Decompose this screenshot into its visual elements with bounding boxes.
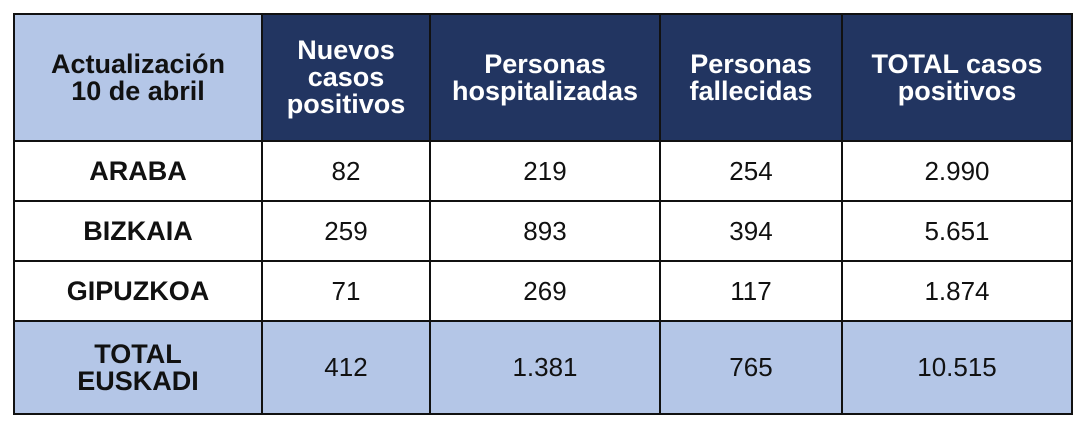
row-label: BIZKAIA — [13, 200, 263, 262]
table-row-gipuzkoa: GIPUZKOA 71 269 117 1.874 — [13, 260, 1073, 322]
row-label: GIPUZKOA — [13, 260, 263, 322]
header-text: Personas — [690, 48, 812, 79]
table-cell: 71 — [261, 260, 431, 322]
header-text: positivos — [897, 75, 1017, 106]
covid-cases-table: Actualización 10 de abril Nuevos casos p… — [13, 13, 1073, 415]
update-date-header: Actualización 10 de abril — [13, 13, 263, 142]
total-label-line-1: TOTAL — [94, 338, 182, 369]
header-hospitalized: Personas hospitalizadas — [429, 13, 661, 142]
table-cell: 5.651 — [841, 200, 1073, 262]
table-row-total: TOTAL EUSKADI 412 1.381 765 10.515 — [13, 320, 1073, 415]
header-text: TOTAL casos — [871, 48, 1043, 79]
table-cell: 2.990 — [841, 140, 1073, 202]
header-row: Actualización 10 de abril Nuevos casos p… — [13, 13, 1073, 142]
total-row-label: TOTAL EUSKADI — [13, 320, 263, 415]
table-cell: 219 — [429, 140, 661, 202]
table-cell: 82 — [261, 140, 431, 202]
table-cell: 893 — [429, 200, 661, 262]
header-deceased: Personas fallecidas — [659, 13, 843, 142]
table-cell: 1.381 — [429, 320, 661, 415]
table-row-araba: ARABA 82 219 254 2.990 — [13, 140, 1073, 202]
header-text: Personas — [484, 48, 606, 79]
table-cell: 254 — [659, 140, 843, 202]
table-cell: 269 — [429, 260, 661, 322]
header-text: hospitalizadas — [451, 75, 639, 106]
total-label-line-2: EUSKADI — [77, 365, 199, 396]
header-text: fallecidas — [689, 75, 813, 106]
corner-line-1: Actualización — [50, 48, 226, 79]
row-label: ARABA — [13, 140, 263, 202]
corner-line-2: 10 de abril — [71, 75, 205, 106]
table-cell: 117 — [659, 260, 843, 322]
table-row-bizkaia: BIZKAIA 259 893 394 5.651 — [13, 200, 1073, 262]
header-text: casos — [307, 62, 385, 92]
header-total-positive: TOTAL casos positivos — [841, 13, 1073, 142]
header-new-cases: Nuevos casos positivos — [261, 13, 431, 142]
table-cell: 1.874 — [841, 260, 1073, 322]
table-cell: 259 — [261, 200, 431, 262]
table-cell: 10.515 — [841, 320, 1073, 415]
table-cell: 765 — [659, 320, 843, 415]
header-text: positivos — [286, 89, 406, 119]
table-cell: 394 — [659, 200, 843, 262]
header-text: Nuevos — [297, 35, 395, 65]
table-cell: 412 — [261, 320, 431, 415]
